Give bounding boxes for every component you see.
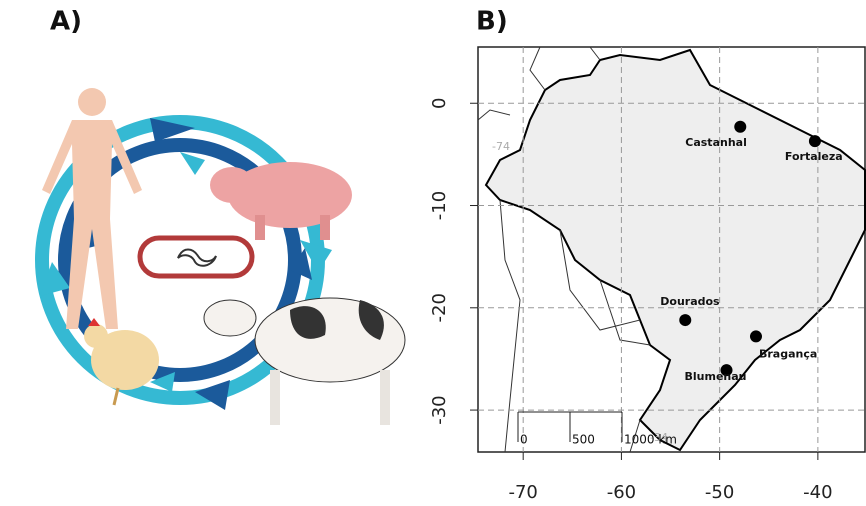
city-label: Blumenau: [685, 370, 747, 383]
x-tick-label: -60: [607, 482, 636, 503]
page: {"figure": {"panel_labels": ["A)", "B)"]…: [0, 0, 866, 506]
city-point: [750, 330, 762, 342]
panel-label: A): [50, 7, 82, 37]
cycle-illustration: [40, 88, 405, 425]
figure: A) B) -70-60-50-4: [0, 0, 866, 506]
x-tick-label: -50: [705, 482, 734, 503]
city-point: [734, 121, 746, 133]
city-label: Castanhal: [685, 136, 747, 149]
scale-label: 0: [520, 433, 528, 447]
scale-label: 1000 km: [624, 433, 677, 447]
city-label: Dourados: [660, 295, 720, 308]
map-panel: [478, 47, 865, 452]
city-label: Fortaleza: [785, 150, 843, 163]
y-tick-label: -10: [429, 191, 450, 220]
x-tick-label: -40: [803, 482, 832, 503]
city-point: [679, 314, 691, 326]
city-label: Bragança: [759, 347, 817, 360]
y-tick-label: -20: [429, 293, 450, 322]
scale-label: 500: [572, 433, 595, 447]
y-tick-label: 0: [429, 98, 450, 109]
x-tick-label: -70: [508, 482, 537, 503]
panel-label: B): [476, 7, 508, 37]
y-tick-label: -30: [429, 395, 450, 424]
city-point: [809, 135, 821, 147]
corner-label: -74: [492, 140, 510, 153]
